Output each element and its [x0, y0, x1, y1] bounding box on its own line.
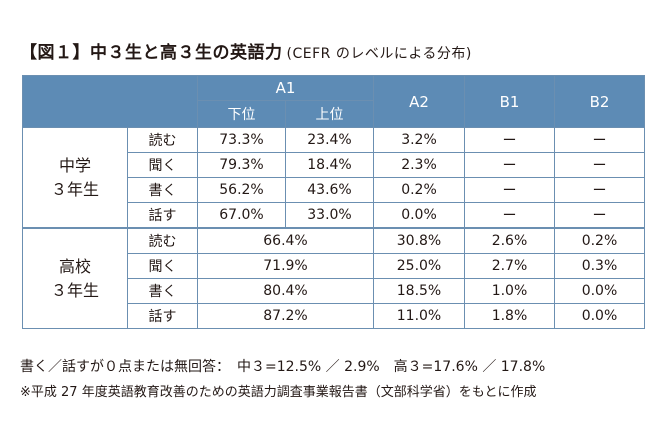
cell-a1-high: 18.4%	[285, 152, 374, 178]
cell-a2: 0.2%	[373, 177, 465, 203]
table-row: 聞く 79.3% 18.4% 2.3% ー ー	[23, 152, 645, 178]
table-row: 聞く 71.9% 25.0% 2.7% 0.3%	[23, 253, 645, 279]
skill-label: 話す	[127, 303, 198, 329]
table-row: 話す 67.0% 33.0% 0.0% ー ー	[23, 202, 645, 229]
skill-label: 聞く	[127, 152, 198, 178]
cell-b2: 0.2%	[554, 227, 645, 254]
skill-label: 聞く	[127, 253, 198, 279]
cefr-table: A1 A2 B1 B2 下位 上位 中学 ３年生 読む 73.3% 23.4% 3…	[22, 75, 645, 329]
header-a1: A1	[197, 75, 374, 101]
table-row: 中学 ３年生 読む 73.3% 23.4% 3.2% ー ー	[22, 127, 645, 229]
cell-a2: 2.3%	[373, 152, 465, 178]
source-note: ※平成 27 年度英語教育改善のための英語力調査事業報告書（文部科学省）をもとに…	[20, 385, 537, 400]
cell-a1-high: 43.6%	[285, 177, 374, 203]
figure-title: 【図１】中３生と高３生の英語力 (CEFR のレベルによる分布)	[20, 38, 472, 63]
figure-title-main: 【図１】中３生と高３生の英語力	[20, 43, 283, 63]
cell-b2: ー	[554, 202, 645, 229]
cell-b2: 0.0%	[554, 303, 645, 329]
cell-a1-low: 79.3%	[197, 152, 286, 178]
skill-label: 話す	[127, 202, 198, 229]
skill-label: 書く	[127, 278, 198, 304]
header-corner	[22, 75, 198, 128]
cell-a2: 30.8%	[373, 227, 465, 254]
skill-label: 書く	[127, 177, 198, 203]
header-a2: A2	[373, 75, 465, 128]
cell-a2: 3.2%	[373, 127, 465, 153]
header-a1-high: 上位	[285, 100, 374, 128]
table-row: 書く 80.4% 18.5% 1.0% 0.0%	[23, 278, 645, 304]
header-b1: B1	[464, 75, 555, 128]
group-label-hs: 高校 ３年生	[22, 227, 128, 329]
header-a1-low: 下位	[197, 100, 286, 128]
cell-b1: 1.8%	[464, 303, 555, 329]
table-row: 高校 ３年生 読む 66.4% 30.8% 2.6% 0.2%	[22, 227, 645, 329]
cell-a2: 18.5%	[373, 278, 465, 304]
cell-a2: 25.0%	[373, 253, 465, 279]
cell-a1-low: 73.3%	[197, 127, 286, 153]
cell-b2: 0.0%	[554, 278, 645, 304]
cell-b2: ー	[554, 177, 645, 203]
cell-a1: 71.9%	[197, 253, 374, 279]
cell-a1: 87.2%	[197, 303, 374, 329]
table-row: 話す 87.2% 11.0% 1.8% 0.0%	[23, 303, 645, 329]
cell-b2: ー	[554, 127, 645, 153]
cell-b1: 1.0%	[464, 278, 555, 304]
cell-b2: 0.3%	[554, 253, 645, 279]
cell-a1: 66.4%	[197, 227, 374, 254]
cell-a1-low: 56.2%	[197, 177, 286, 203]
zero-points-note: 書く／話すが０点または無回答： 中３=12.5% ／ 2.9% 高３=17.6%…	[20, 359, 546, 375]
table-row: 書く 56.2% 43.6% 0.2% ー ー	[23, 177, 645, 203]
cell-a1-high: 33.0%	[285, 202, 374, 229]
cell-b2: ー	[554, 152, 645, 178]
skill-label: 読む	[127, 227, 198, 254]
cell-a1-high: 23.4%	[285, 127, 374, 153]
cell-b1: ー	[464, 152, 555, 178]
group-label-jhs-line2: ３年生	[50, 179, 99, 199]
cell-a2: 0.0%	[373, 202, 465, 229]
cell-b1: 2.6%	[464, 227, 555, 254]
header-b2: B2	[554, 75, 645, 128]
figure-title-sub: (CEFR のレベルによる分布)	[286, 46, 472, 62]
skill-label: 読む	[127, 127, 198, 153]
cell-a1: 80.4%	[197, 278, 374, 304]
cell-b1: ー	[464, 177, 555, 203]
group-label-hs-line1: 高校	[58, 256, 91, 276]
group-label-hs-line2: ３年生	[50, 280, 99, 300]
cell-b1: ー	[464, 202, 555, 229]
cell-b1: 2.7%	[464, 253, 555, 279]
cell-a2: 11.0%	[373, 303, 465, 329]
group-label-jhs-line1: 中学	[58, 155, 91, 175]
cell-b1: ー	[464, 127, 555, 153]
cell-a1-low: 67.0%	[197, 202, 286, 229]
group-label-jhs: 中学 ３年生	[22, 127, 128, 229]
